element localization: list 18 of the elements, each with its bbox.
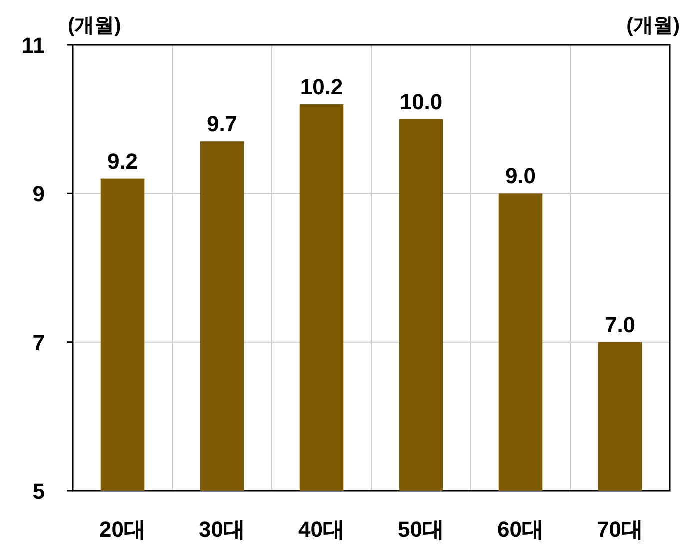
- y-tick-label: 5: [32, 479, 45, 504]
- x-tick-label: 70대: [597, 517, 644, 542]
- x-tick-label: 30대: [199, 517, 246, 542]
- x-tick-label: 40대: [298, 517, 345, 542]
- y2-axis-title: (개월): [626, 15, 680, 37]
- y-axis-title: (개월): [68, 15, 122, 37]
- y-tick-label: 9: [32, 182, 45, 207]
- x-tick-label: 60대: [498, 517, 544, 542]
- data-label: 10.2: [300, 74, 344, 100]
- data-label: 9.2: [107, 148, 138, 174]
- x-tick-label: 50대: [398, 517, 444, 542]
- y-tick-label: 11: [22, 33, 45, 58]
- y-tick-label: 7: [32, 330, 45, 356]
- x-tick-label: 20대: [100, 517, 146, 542]
- data-label: 7.0: [604, 312, 636, 338]
- data-label: 10.0: [400, 89, 443, 114]
- data-label: 9.7: [206, 112, 238, 137]
- data-label: 9.0: [505, 164, 536, 189]
